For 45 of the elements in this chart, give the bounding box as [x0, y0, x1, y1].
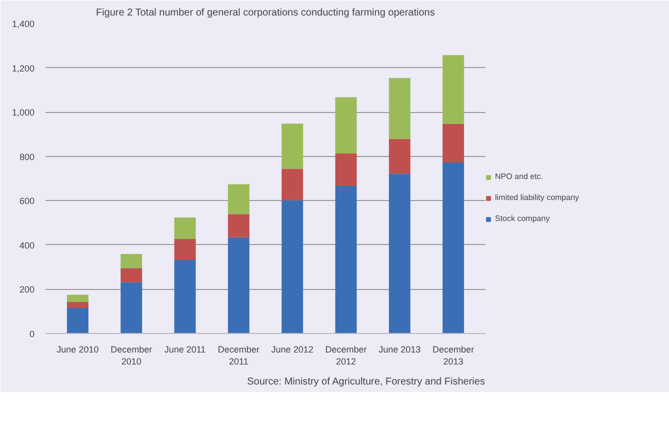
y-tick-label: 1,200 [12, 63, 35, 74]
bar [120, 282, 142, 334]
x-tick-label: June 2013 [378, 344, 421, 354]
bar [228, 237, 250, 334]
bar [388, 78, 410, 139]
bar [174, 217, 196, 239]
x-tick-label: June 2010 [56, 344, 99, 354]
bar [66, 302, 88, 308]
bar [282, 168, 304, 200]
y-tick-label: 400 [19, 240, 35, 250]
bar [442, 124, 464, 163]
bar [442, 55, 464, 124]
x-tick-label: December 2010 [110, 344, 152, 366]
x-tick-label: December 2011 [218, 344, 260, 366]
bar [228, 214, 250, 238]
x-tick-label: December 2013 [432, 344, 474, 366]
bar [66, 294, 88, 302]
bar [120, 268, 142, 282]
y-tick-label: 800 [19, 152, 35, 162]
y-tick-label: 0 [29, 329, 35, 339]
legend-label: Stock company [495, 214, 550, 223]
legend-label: limited liability company [495, 193, 580, 202]
y-tick-label: 200 [19, 284, 35, 295]
bar [174, 238, 196, 260]
bar [282, 200, 304, 334]
x-tick-label: June 2011 [164, 344, 206, 354]
chart-title: Figure 2 Total number of general corporations conducting farming operations [96, 8, 435, 18]
bar [335, 97, 357, 154]
x-tick-label: June 2012 [271, 344, 314, 354]
bar [174, 260, 196, 334]
bar [335, 153, 357, 186]
bar [120, 254, 142, 268]
bar [282, 124, 304, 169]
bar [66, 308, 88, 334]
y-tick-label: 600 [19, 196, 35, 206]
bar [388, 174, 410, 334]
bar [228, 184, 250, 214]
bar [335, 186, 357, 334]
source-note: Source: Ministry of Agriculture, Forestry and Fisheries [247, 376, 485, 388]
legend-label: NPO and etc. [495, 172, 544, 181]
y-tick-label: 1,000 [12, 108, 35, 118]
x-tick-label: December 2012 [325, 344, 367, 366]
bar [442, 162, 464, 334]
y-tick-label: 1,400 [12, 19, 35, 29]
bar [388, 138, 410, 174]
